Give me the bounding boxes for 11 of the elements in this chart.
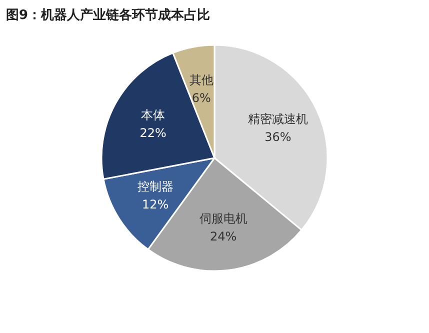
data-label: 6% (192, 91, 211, 106)
chart-title: 图9：机器人产业链各环节成本占比 (6, 7, 210, 23)
data-label: 24% (210, 230, 237, 244)
data-label: 22% (140, 126, 166, 140)
data-label: 36% (264, 130, 292, 144)
slice-label: 其他 (189, 73, 214, 88)
slice-label: 伺服电机 (199, 212, 248, 226)
slice-label: 本体 (141, 108, 166, 122)
slice-label: 精密减速机 (248, 112, 308, 126)
slice-label: 控制器 (137, 180, 174, 194)
data-label: 12% (142, 198, 169, 212)
